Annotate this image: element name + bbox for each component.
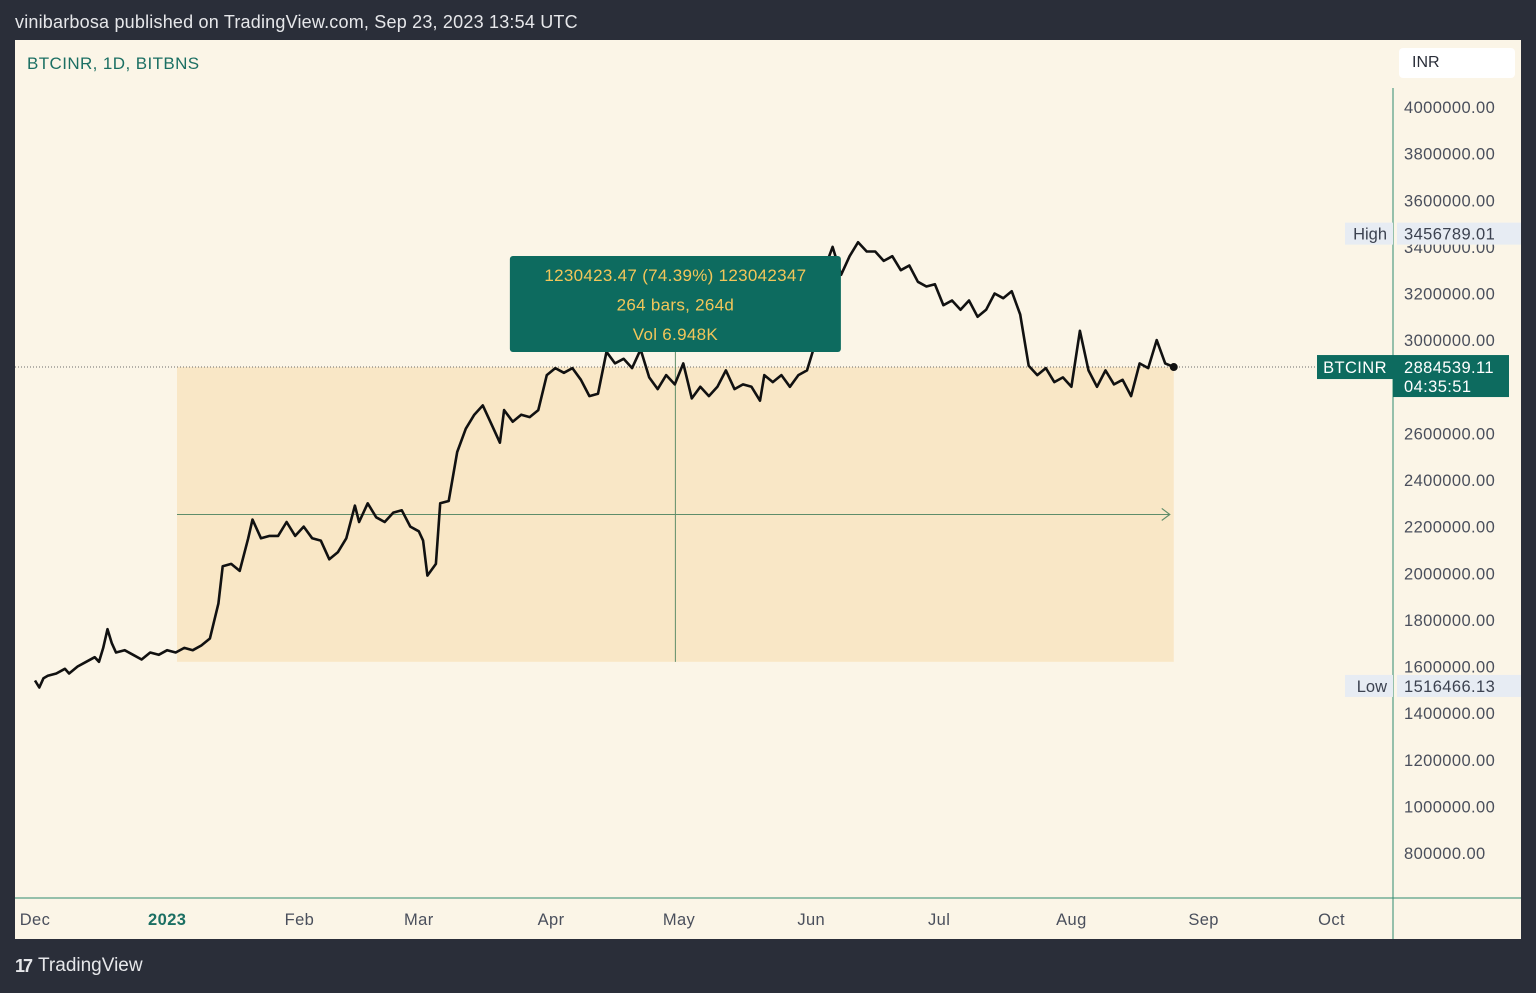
y-tick-label: 1800000.00 bbox=[1404, 612, 1495, 630]
y-tick-label: 1600000.00 bbox=[1404, 659, 1495, 677]
y-tick-label: 1200000.00 bbox=[1404, 752, 1495, 770]
high-value-bg bbox=[1397, 222, 1521, 245]
symbol-label: BTCINR, 1D, BITBNS bbox=[27, 54, 200, 73]
measure-arrow-icon bbox=[1161, 507, 1171, 521]
chart-frame[interactable]: 1230423.47 (74.39%) 123042347 264 bars, 2… bbox=[15, 40, 1521, 939]
low-value: 1516466.13 bbox=[1404, 678, 1495, 696]
y-tick-label: 1400000.00 bbox=[1404, 705, 1495, 723]
y-tick-label: 3800000.00 bbox=[1404, 146, 1495, 164]
x-tick-label: Feb bbox=[285, 911, 315, 929]
footer-brand[interactable]: 17 TradingView bbox=[15, 955, 143, 977]
low-label: Low bbox=[1357, 678, 1387, 696]
brand-name: TradingView bbox=[38, 955, 143, 976]
measure-label-box bbox=[509, 256, 841, 352]
y-tick-label: 4000000.00 bbox=[1404, 99, 1495, 117]
measure-label-line-1: 1230423.47 (74.39%) 123042347 bbox=[544, 266, 806, 285]
y-tick-label: 2400000.00 bbox=[1404, 472, 1495, 490]
price-series-line bbox=[33, 240, 1175, 689]
last-symbol-label: BTCINR bbox=[1323, 359, 1387, 377]
x-tick-label: Apr bbox=[538, 911, 565, 929]
tradingview-logo-icon: 17 bbox=[15, 955, 33, 976]
y-tick-label: 2200000.00 bbox=[1404, 519, 1495, 537]
x-tick-label: Dec bbox=[20, 911, 51, 929]
measure-label-line-3: Vol 6.948K bbox=[633, 325, 719, 344]
currency-button[interactable]: INR bbox=[1399, 48, 1515, 78]
low-value-bg bbox=[1397, 674, 1521, 697]
last-price-bg bbox=[1393, 355, 1509, 398]
x-tick-label: Jun bbox=[797, 911, 825, 929]
y-tick-label: 3000000.00 bbox=[1404, 332, 1495, 350]
high-label-bg bbox=[1345, 222, 1393, 245]
x-tick-label: Aug bbox=[1056, 911, 1087, 929]
y-tick-label: 2000000.00 bbox=[1404, 565, 1495, 583]
x-tick-label: Sep bbox=[1188, 911, 1219, 929]
high-value: 3456789.01 bbox=[1404, 226, 1495, 244]
last-symbol-bg bbox=[1317, 355, 1393, 380]
y-tick-label: 3200000.00 bbox=[1404, 286, 1495, 304]
publish-info: vinibarbosa published on TradingView.com… bbox=[15, 12, 578, 32]
price-chart[interactable]: 1230423.47 (74.39%) 123042347 264 bars, 2… bbox=[15, 40, 1521, 939]
y-tick-label: 2600000.00 bbox=[1404, 425, 1495, 443]
y-tick-label: 800000.00 bbox=[1404, 845, 1486, 863]
x-tick-label: Jul bbox=[928, 911, 950, 929]
x-tick-label: May bbox=[663, 911, 696, 929]
x-tick-label: Mar bbox=[404, 911, 434, 929]
x-tick-label: Oct bbox=[1318, 911, 1345, 929]
measure-label-line-2: 264 bars, 264d bbox=[617, 296, 735, 315]
low-label-bg bbox=[1345, 674, 1393, 697]
last-price-dot bbox=[1169, 363, 1178, 372]
last-price-countdown: 04:35:51 bbox=[1404, 378, 1471, 396]
high-label: High bbox=[1353, 226, 1387, 244]
x-tick-label: 2023 bbox=[148, 911, 186, 929]
y-tick-label: 3600000.00 bbox=[1404, 192, 1495, 210]
last-price-value: 2884539.11 bbox=[1404, 359, 1494, 377]
y-tick-label: 1000000.00 bbox=[1404, 798, 1495, 816]
